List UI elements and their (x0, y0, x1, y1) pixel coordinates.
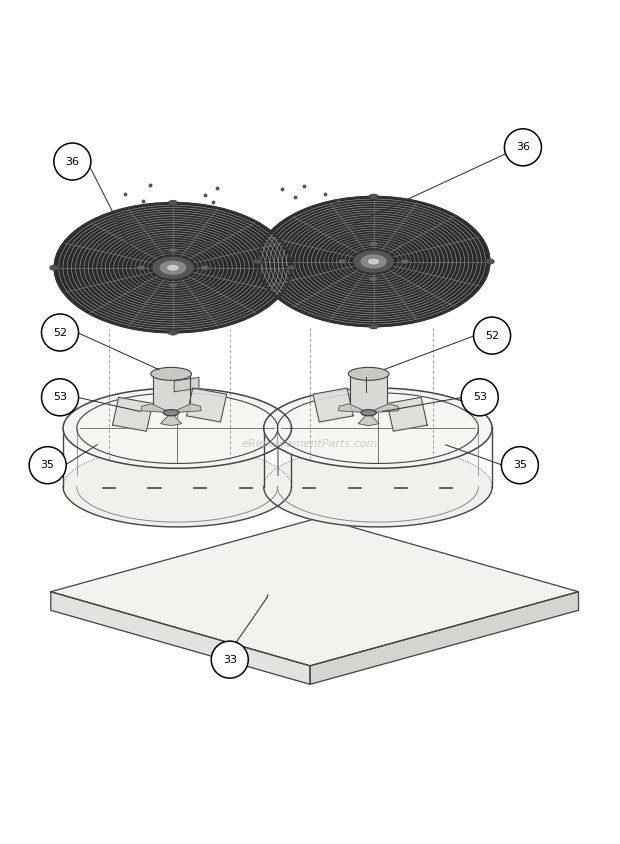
Text: 35: 35 (513, 460, 527, 470)
Polygon shape (350, 374, 387, 409)
Circle shape (211, 641, 248, 678)
Polygon shape (51, 592, 310, 684)
Polygon shape (171, 403, 202, 413)
Ellipse shape (370, 277, 378, 281)
Text: 52: 52 (53, 327, 67, 338)
Polygon shape (141, 403, 171, 413)
Polygon shape (387, 398, 427, 431)
Circle shape (502, 446, 538, 484)
Polygon shape (257, 197, 490, 327)
Ellipse shape (369, 194, 378, 199)
Polygon shape (369, 403, 399, 413)
Polygon shape (112, 398, 153, 431)
Polygon shape (310, 592, 578, 684)
Ellipse shape (168, 200, 178, 205)
Polygon shape (63, 446, 291, 527)
Ellipse shape (338, 259, 347, 264)
Text: 52: 52 (485, 331, 499, 341)
Circle shape (54, 143, 91, 180)
Text: 53: 53 (472, 392, 487, 403)
Ellipse shape (168, 330, 178, 335)
Ellipse shape (159, 260, 187, 275)
Polygon shape (153, 374, 190, 409)
Ellipse shape (253, 259, 262, 264)
Ellipse shape (348, 367, 389, 381)
Text: 35: 35 (41, 460, 55, 470)
Ellipse shape (286, 265, 296, 270)
Ellipse shape (169, 283, 177, 288)
Ellipse shape (401, 259, 409, 264)
Circle shape (42, 379, 79, 416)
Ellipse shape (137, 265, 145, 270)
Ellipse shape (361, 409, 376, 416)
Text: eReplacementParts.com: eReplacementParts.com (242, 439, 378, 449)
Circle shape (505, 129, 541, 166)
Ellipse shape (370, 241, 378, 246)
Ellipse shape (201, 265, 209, 270)
Polygon shape (174, 377, 199, 392)
Ellipse shape (164, 409, 179, 416)
Polygon shape (358, 413, 379, 425)
Circle shape (29, 446, 66, 484)
Text: 33: 33 (223, 655, 237, 664)
Text: 36: 36 (516, 143, 530, 152)
Polygon shape (339, 403, 369, 413)
Ellipse shape (169, 248, 177, 252)
Polygon shape (313, 388, 353, 422)
Ellipse shape (485, 259, 494, 264)
Ellipse shape (367, 258, 380, 265)
Ellipse shape (50, 265, 60, 270)
Polygon shape (55, 203, 291, 333)
Polygon shape (264, 388, 492, 468)
Text: 36: 36 (65, 156, 79, 166)
Ellipse shape (151, 367, 192, 381)
Ellipse shape (152, 256, 194, 279)
Circle shape (474, 317, 511, 354)
Polygon shape (51, 517, 578, 666)
Text: 53: 53 (53, 392, 67, 403)
Ellipse shape (353, 250, 394, 273)
Circle shape (461, 379, 498, 416)
Polygon shape (264, 446, 492, 527)
Circle shape (42, 314, 79, 351)
Polygon shape (63, 388, 291, 468)
Ellipse shape (360, 254, 387, 269)
Polygon shape (161, 413, 182, 425)
Ellipse shape (369, 324, 378, 329)
Polygon shape (187, 388, 227, 422)
Ellipse shape (167, 264, 179, 271)
